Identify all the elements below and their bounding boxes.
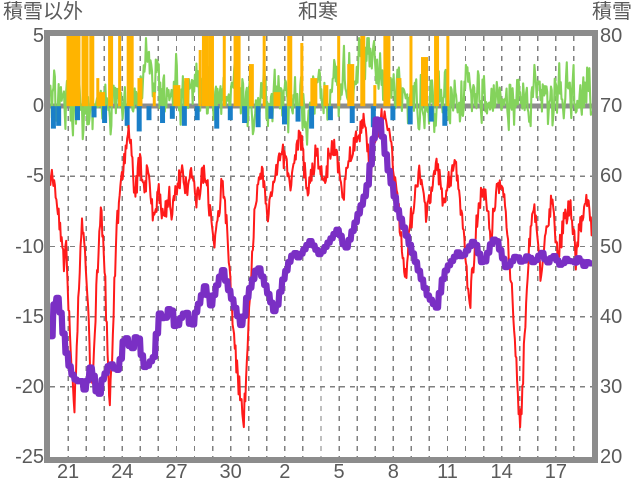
snowfall-bar — [173, 85, 181, 107]
precipitation-bar — [268, 106, 274, 119]
snowfall-bar — [118, 36, 122, 107]
snowfall-bar — [421, 57, 429, 107]
plot-area — [50, 36, 592, 457]
min-temperature-line — [50, 116, 592, 397]
x-tick-11: 11 — [437, 461, 458, 483]
precipitation-bar — [327, 106, 333, 121]
precipitation-bar — [227, 106, 233, 121]
snowfall-bar — [434, 36, 440, 107]
snowfall-bar — [66, 36, 74, 107]
precipitation-bar — [181, 106, 187, 126]
snowfall-bar — [89, 36, 95, 107]
right-axis-title: 積雪 — [592, 1, 632, 23]
precipitation-bar — [349, 106, 355, 124]
y-right-tick-80: 80 — [600, 25, 623, 47]
snowfall-bar — [347, 64, 355, 107]
precipitation-bar — [214, 106, 220, 129]
precipitation-bar — [309, 106, 315, 129]
x-tick-14: 14 — [490, 461, 513, 483]
y-right-tick-70: 70 — [600, 95, 623, 118]
snowfall-bar — [383, 36, 391, 107]
snowfall-bar — [323, 85, 329, 107]
snowfall-bar — [396, 78, 402, 107]
y-left-tick-neg25: -25 — [15, 446, 44, 468]
temperature-line — [50, 108, 592, 429]
snowfall-bars — [66, 36, 450, 107]
precipitation-bar — [242, 106, 248, 124]
snowfall-bar — [77, 36, 81, 107]
snowfall-bar — [287, 36, 293, 107]
precipitation-bar — [160, 106, 166, 124]
precipitation-bar — [442, 106, 448, 126]
left-axis-title: 積雪以外 — [3, 1, 83, 23]
precipitation-bar — [91, 106, 97, 118]
precipitation-bar — [50, 106, 56, 129]
x-tick-27: 27 — [165, 461, 188, 483]
precipitation-bar — [194, 106, 200, 121]
x-tick-2: 2 — [279, 461, 291, 483]
snowfall-bar — [108, 36, 114, 107]
y-left-tick-neg15: -15 — [15, 305, 44, 328]
precipitation-bar — [255, 106, 261, 128]
snowfall-bar — [310, 78, 318, 107]
snowfall-bar — [446, 36, 450, 107]
snowfall-bar — [72, 36, 78, 107]
snowfall-bar — [126, 36, 134, 107]
y-right-tick-30: 30 — [600, 375, 623, 398]
precipitation-bar — [124, 106, 130, 126]
snowfall-bar — [184, 78, 190, 107]
snowfall-bar — [273, 92, 281, 107]
precipitation-bar — [281, 106, 287, 125]
snowfall-bar — [198, 50, 202, 107]
snowfall-bar — [373, 85, 377, 107]
snowfall-bar — [233, 36, 241, 107]
precipitation-bar — [146, 106, 152, 121]
snowfall-bar — [337, 36, 341, 107]
precipitation-bar — [428, 106, 434, 122]
y-right-tick-20: 20 — [600, 446, 623, 468]
y-left-tick-neg10: -10 — [15, 235, 44, 258]
snowfall-bar — [137, 78, 143, 107]
y-right-tick-40: 40 — [600, 305, 623, 328]
data-series-layer — [50, 36, 592, 429]
precipitation-bar — [390, 106, 396, 121]
x-tick-21: 21 — [56, 461, 80, 483]
snowfall-bar — [248, 64, 254, 107]
x-tick-5: 5 — [333, 461, 345, 483]
x-tick-17: 17 — [544, 461, 567, 483]
y-right-tick-50: 50 — [600, 235, 623, 258]
y-left-tick-5: 5 — [32, 25, 44, 47]
x-tick-30: 30 — [219, 461, 242, 483]
snowfall-bar — [409, 36, 413, 107]
snowfall-bar — [152, 92, 156, 107]
precipitation-bar — [370, 106, 376, 128]
x-tick-24: 24 — [111, 461, 134, 483]
y-left-tick-neg20: -20 — [15, 375, 44, 398]
snowfall-bar — [96, 78, 100, 107]
snowfall-bar — [208, 36, 214, 107]
x-tick-8: 8 — [387, 461, 399, 483]
precipitation-bar — [102, 106, 108, 124]
snowfall-bar — [98, 92, 106, 107]
precipitation-bar — [295, 106, 301, 122]
snowfall-bar — [201, 36, 209, 107]
precipitation-bar — [56, 106, 62, 126]
precipitation-bar — [407, 106, 413, 125]
precipitation-bar — [169, 106, 175, 119]
snowfall-bar — [222, 36, 226, 107]
y-left-tick-neg5: -5 — [26, 165, 44, 188]
page-title: 和寒 — [298, 1, 338, 23]
snowfall-bar — [300, 43, 304, 107]
snowfall-bar — [360, 36, 366, 107]
y-left-tick-0: 0 — [32, 95, 44, 118]
precipitation-bar — [74, 106, 80, 121]
y-right-tick-60: 60 — [600, 165, 623, 188]
precipitation-bars — [50, 106, 448, 132]
precipitation-bar — [136, 106, 142, 132]
snowfall-bar — [81, 36, 89, 107]
snowfall-bar — [262, 36, 266, 107]
